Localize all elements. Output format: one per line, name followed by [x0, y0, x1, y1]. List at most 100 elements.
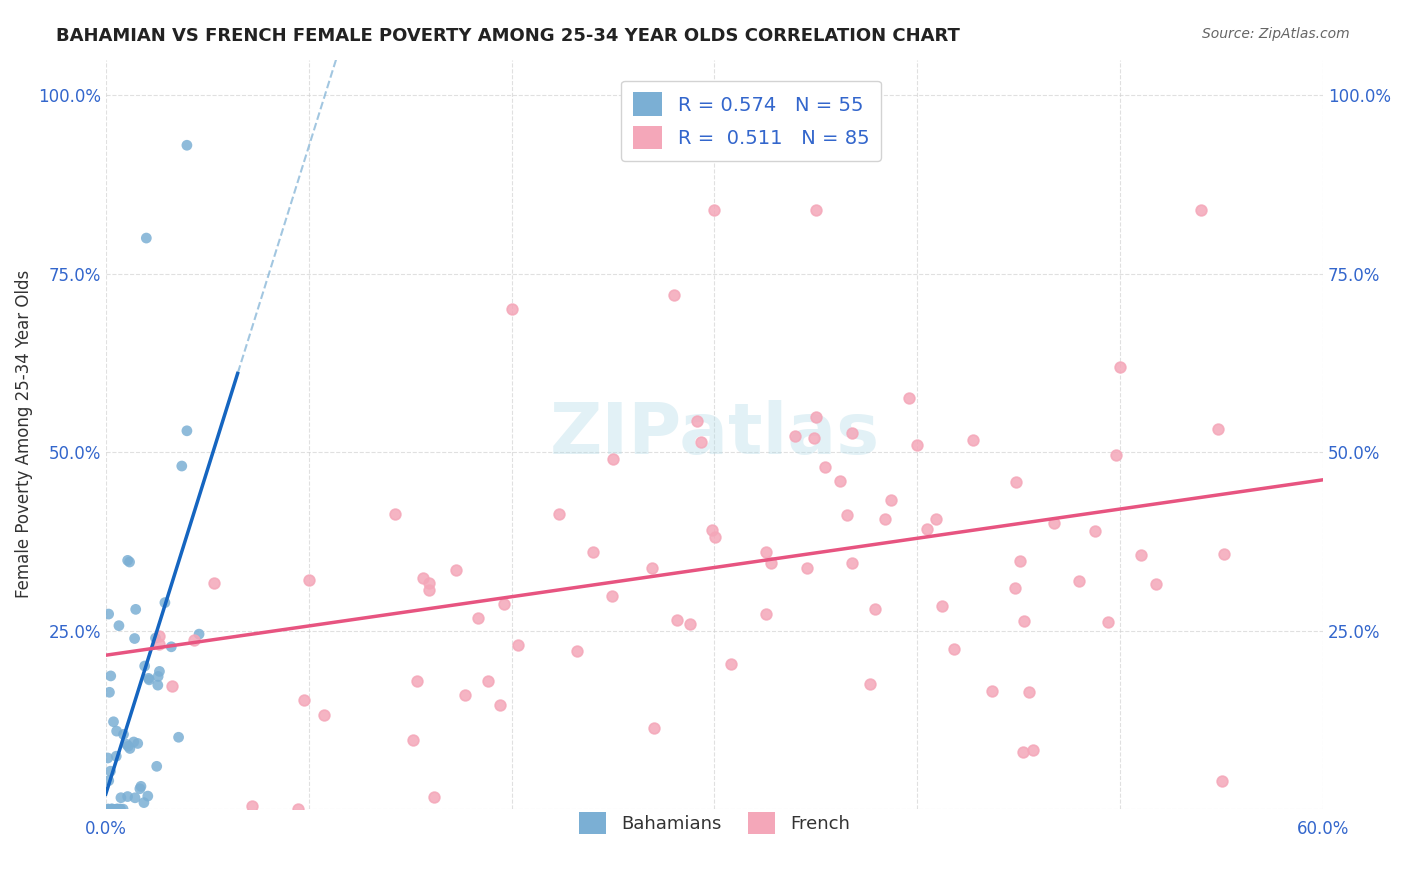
French [287, 802, 309, 816]
French [828, 475, 851, 489]
French [1189, 202, 1212, 217]
French [897, 392, 920, 406]
French [148, 629, 170, 643]
Bahamians [97, 751, 120, 765]
French [1022, 742, 1045, 756]
Bahamians [110, 790, 132, 805]
French [689, 434, 711, 449]
French [548, 507, 571, 521]
Bahamians [100, 802, 122, 816]
French [1014, 614, 1036, 628]
French [565, 644, 588, 658]
French [1144, 577, 1167, 591]
French [240, 799, 263, 814]
French [1109, 359, 1132, 374]
French [662, 288, 685, 302]
French [405, 674, 427, 689]
French [755, 607, 778, 622]
French [804, 202, 827, 217]
French [1084, 524, 1107, 538]
French [418, 582, 440, 597]
French [202, 576, 225, 591]
French [1211, 773, 1233, 788]
Bahamians [176, 138, 198, 153]
Bahamians [115, 738, 138, 752]
Bahamians [97, 802, 120, 816]
Bahamians [145, 631, 167, 645]
French [501, 302, 523, 317]
Bahamians [188, 627, 211, 641]
French [837, 508, 859, 522]
Bahamians [98, 685, 121, 699]
Bahamians [105, 724, 128, 739]
French [875, 511, 897, 525]
Bahamians [105, 802, 128, 816]
Bahamians [145, 759, 167, 773]
French [314, 708, 336, 723]
French [384, 508, 406, 522]
French [294, 692, 316, 706]
French [666, 613, 689, 627]
Bahamians [124, 790, 146, 805]
Bahamians [100, 669, 122, 683]
French [506, 638, 529, 652]
French [489, 698, 512, 712]
Bahamians [110, 802, 132, 816]
Bahamians [118, 555, 141, 569]
French [602, 589, 624, 603]
Bahamians [107, 802, 129, 816]
French [686, 414, 709, 428]
French [761, 556, 783, 570]
Bahamians [135, 231, 157, 245]
French [841, 556, 863, 570]
Bahamians [132, 796, 155, 810]
French [641, 561, 664, 575]
French [1105, 448, 1128, 462]
French [803, 430, 825, 444]
French [1069, 574, 1091, 588]
Bahamians [100, 802, 122, 816]
Bahamians [138, 672, 160, 686]
Bahamians [101, 802, 124, 816]
Bahamians [148, 665, 170, 679]
French [859, 676, 882, 690]
Bahamians [127, 736, 149, 750]
Bahamians [108, 618, 131, 632]
French [925, 512, 948, 526]
Bahamians [107, 802, 129, 816]
Bahamians [101, 802, 124, 816]
French [796, 561, 818, 575]
French [160, 679, 183, 693]
French [917, 522, 939, 536]
Bahamians [153, 596, 176, 610]
French [492, 597, 515, 611]
French [720, 657, 742, 672]
French [454, 688, 477, 702]
Bahamians [103, 714, 125, 729]
French [703, 202, 725, 217]
French [905, 438, 928, 452]
French [1129, 549, 1152, 563]
French [1213, 547, 1236, 561]
French [148, 637, 170, 651]
French [1010, 554, 1032, 568]
Bahamians [117, 789, 139, 804]
Bahamians [128, 781, 150, 796]
Bahamians [112, 727, 135, 741]
Bahamians [100, 764, 122, 779]
French [418, 576, 440, 591]
French [183, 632, 205, 647]
French [1206, 422, 1229, 436]
Bahamians [129, 780, 152, 794]
French [467, 611, 489, 625]
Bahamians [125, 602, 148, 616]
Bahamians [105, 749, 128, 764]
French [863, 602, 886, 616]
French [704, 530, 727, 544]
French [880, 492, 903, 507]
Bahamians [170, 458, 193, 473]
Bahamians [97, 802, 120, 816]
Bahamians [136, 789, 159, 803]
Bahamians [112, 802, 135, 816]
Text: ZIPatlas: ZIPatlas [550, 400, 880, 469]
